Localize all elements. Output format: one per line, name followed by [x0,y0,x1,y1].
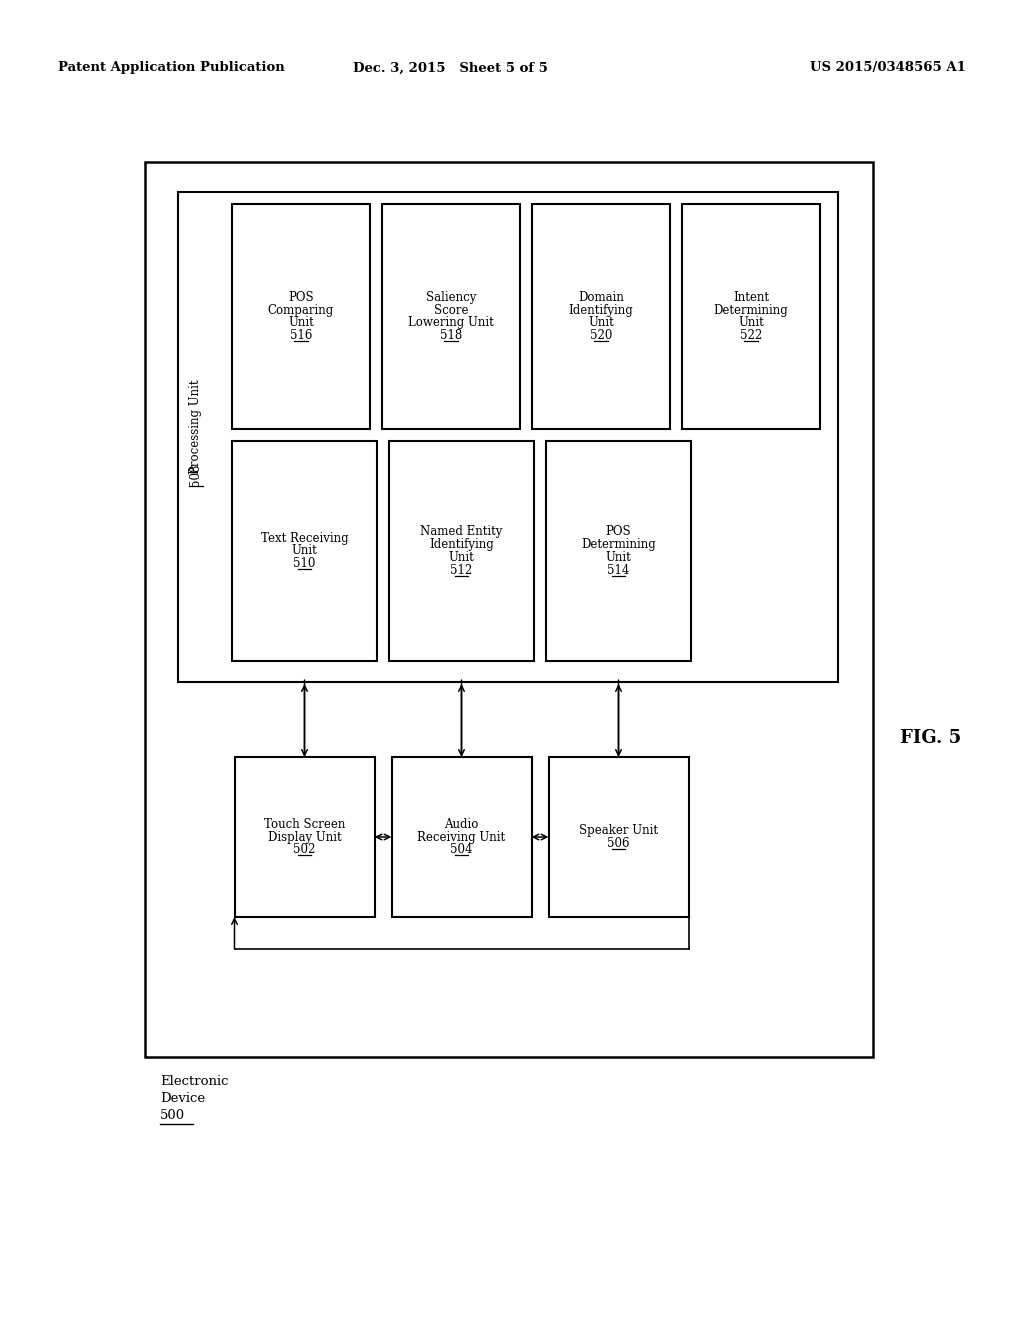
Text: Patent Application Publication: Patent Application Publication [58,62,285,74]
Text: Named Entity: Named Entity [420,525,503,539]
Text: Comparing: Comparing [268,304,334,317]
Text: 518: 518 [440,329,462,342]
Text: US 2015/0348565 A1: US 2015/0348565 A1 [810,62,966,74]
Text: Identifying: Identifying [568,304,634,317]
Text: Lowering Unit: Lowering Unit [409,317,494,330]
Text: Determining: Determining [714,304,788,317]
Text: Dec. 3, 2015   Sheet 5 of 5: Dec. 3, 2015 Sheet 5 of 5 [352,62,548,74]
Bar [391,756,531,917]
Text: Display Unit: Display Unit [267,830,341,843]
Text: Unit: Unit [738,317,764,330]
Text: 506: 506 [607,837,630,850]
Text: Receiving Unit: Receiving Unit [418,830,506,843]
Bar [546,441,691,661]
Text: Touch Screen: Touch Screen [264,818,345,830]
Bar [532,205,670,429]
Text: 508: 508 [189,463,203,486]
Text: Score: Score [434,304,468,317]
Text: Text Receiving: Text Receiving [261,532,348,545]
Text: Unit: Unit [288,317,314,330]
Text: 512: 512 [451,564,473,577]
Text: Speaker Unit: Speaker Unit [579,824,658,837]
Text: Processing Unit: Processing Unit [189,380,203,474]
Bar [389,441,534,661]
Text: Device: Device [160,1092,205,1105]
Text: 510: 510 [293,557,315,570]
Text: Intent: Intent [733,290,769,304]
Text: Unit: Unit [588,317,613,330]
Bar [682,205,820,429]
Text: Domain: Domain [579,290,624,304]
Bar [178,191,838,682]
Text: 504: 504 [451,843,473,857]
Text: POS: POS [288,290,313,304]
Bar [232,205,370,429]
Text: 520: 520 [590,329,612,342]
Text: POS: POS [605,525,632,539]
Text: 502: 502 [293,843,315,857]
Text: 516: 516 [290,329,312,342]
Text: 500: 500 [160,1109,185,1122]
Text: FIG. 5: FIG. 5 [900,729,962,747]
Text: Identifying: Identifying [429,539,494,552]
Text: Determining: Determining [582,539,656,552]
Text: Electronic: Electronic [160,1074,228,1088]
Bar [234,756,375,917]
Text: Unit: Unit [449,550,474,564]
Bar [382,205,520,429]
Text: Unit: Unit [605,550,632,564]
Bar [549,756,688,917]
Bar [232,441,377,661]
Text: 522: 522 [740,329,762,342]
Bar [145,162,873,1057]
Text: Audio: Audio [444,818,478,830]
Text: Unit: Unit [292,544,317,557]
Text: Saliency: Saliency [426,290,476,304]
Text: 514: 514 [607,564,630,577]
